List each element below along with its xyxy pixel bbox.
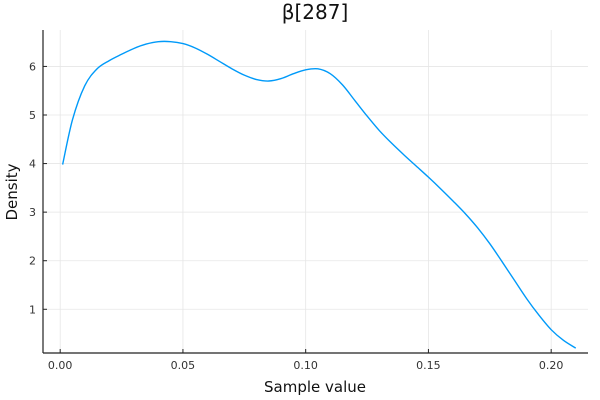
y-tick-labels: 1 2 3 4 5 6 [29,60,36,316]
x-tick-label: 0.15 [416,359,441,372]
y-tick-label: 6 [29,60,36,73]
y-tick-label: 1 [29,303,36,316]
x-tick-label: 0.10 [293,359,318,372]
tick-marks [43,65,552,353]
y-tick-label: 3 [29,206,36,219]
x-tick-labels: 0.00 0.05 0.10 0.15 0.20 [48,359,563,372]
axes [42,30,588,354]
y-tick-label: 2 [29,255,36,268]
y-axis-title: Density [3,163,21,220]
series-layer [61,40,577,349]
x-axis-title: Sample value [264,378,366,396]
chart-title: β[287] [282,0,349,24]
x-tick-label: 0.05 [171,359,196,372]
x-tick-label: 0.20 [539,359,564,372]
grid [43,30,588,353]
y-tick-label: 5 [29,109,36,122]
density-series-line [61,40,577,349]
x-tick-label: 0.00 [48,359,73,372]
y-tick-label: 4 [29,158,36,171]
